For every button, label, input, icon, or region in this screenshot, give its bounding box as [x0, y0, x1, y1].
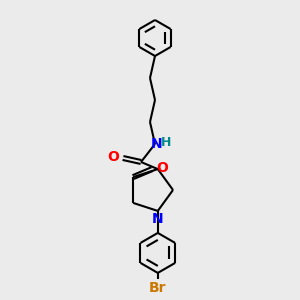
Text: Br: Br: [149, 281, 166, 295]
Text: H: H: [161, 136, 171, 149]
Text: O: O: [107, 150, 119, 164]
Text: N: N: [151, 137, 163, 151]
Text: N: N: [152, 212, 164, 226]
Text: O: O: [156, 161, 168, 175]
